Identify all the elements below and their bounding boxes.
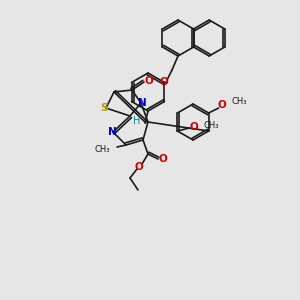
Text: H: H — [133, 116, 141, 126]
Text: CH₃: CH₃ — [232, 98, 247, 106]
Text: N: N — [138, 98, 146, 108]
Text: O: O — [145, 76, 153, 86]
Text: O: O — [189, 122, 198, 132]
Text: O: O — [159, 154, 167, 164]
Text: CH₃: CH₃ — [203, 121, 219, 130]
Text: O: O — [217, 100, 226, 110]
Text: S: S — [100, 103, 108, 113]
Text: CH₃: CH₃ — [94, 145, 110, 154]
Text: O: O — [135, 162, 143, 172]
Text: O: O — [160, 77, 168, 87]
Text: N: N — [108, 127, 116, 137]
